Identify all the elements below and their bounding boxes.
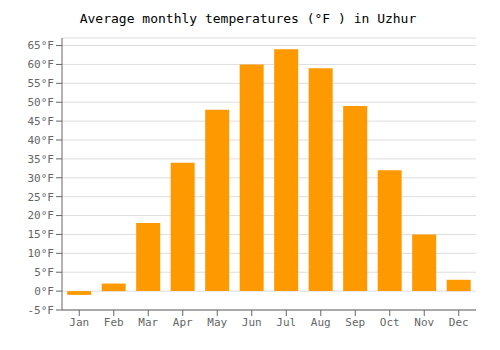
svg-text:Jan: Jan	[69, 316, 89, 329]
svg-text:55°F: 55°F	[28, 77, 55, 90]
svg-text:Apr: Apr	[173, 316, 193, 329]
svg-text:Jul: Jul	[276, 316, 296, 329]
svg-text:Oct: Oct	[380, 316, 400, 329]
svg-text:10°F: 10°F	[28, 247, 55, 260]
svg-text:Mar: Mar	[138, 316, 158, 329]
svg-text:45°F: 45°F	[28, 115, 55, 128]
svg-text:20°F: 20°F	[28, 209, 55, 222]
html-text:Average monthly temperatures (: Average monthly temperatures (°F ) in Uz…	[79, 11, 417, 26]
svg-text:Aug: Aug	[311, 316, 331, 329]
svg-text:25°F: 25°F	[28, 191, 55, 204]
svg-text:40°F: 40°F	[28, 134, 55, 147]
svg-text:5°F: 5°F	[34, 266, 54, 279]
svg-text:0°F: 0°F	[34, 285, 54, 298]
svg-text:15°F: 15°F	[28, 228, 55, 241]
svg-text:30°F: 30°F	[28, 172, 55, 185]
svg-text:Dec: Dec	[449, 316, 469, 329]
svg-text:May: May	[207, 316, 227, 329]
svg-text:65°F: 65°F	[28, 39, 55, 52]
svg-text:35°F: 35°F	[28, 153, 55, 166]
svg-text:-5°F: -5°F	[28, 304, 55, 317]
svg-text:Sep: Sep	[345, 316, 365, 329]
svg-text:60°F: 60°F	[28, 58, 55, 71]
svg-text:Jun: Jun	[242, 316, 262, 329]
svg-text:50°F: 50°F	[28, 96, 55, 109]
svg-text:Nov: Nov	[414, 316, 434, 329]
svg-text:Feb: Feb	[104, 316, 124, 329]
